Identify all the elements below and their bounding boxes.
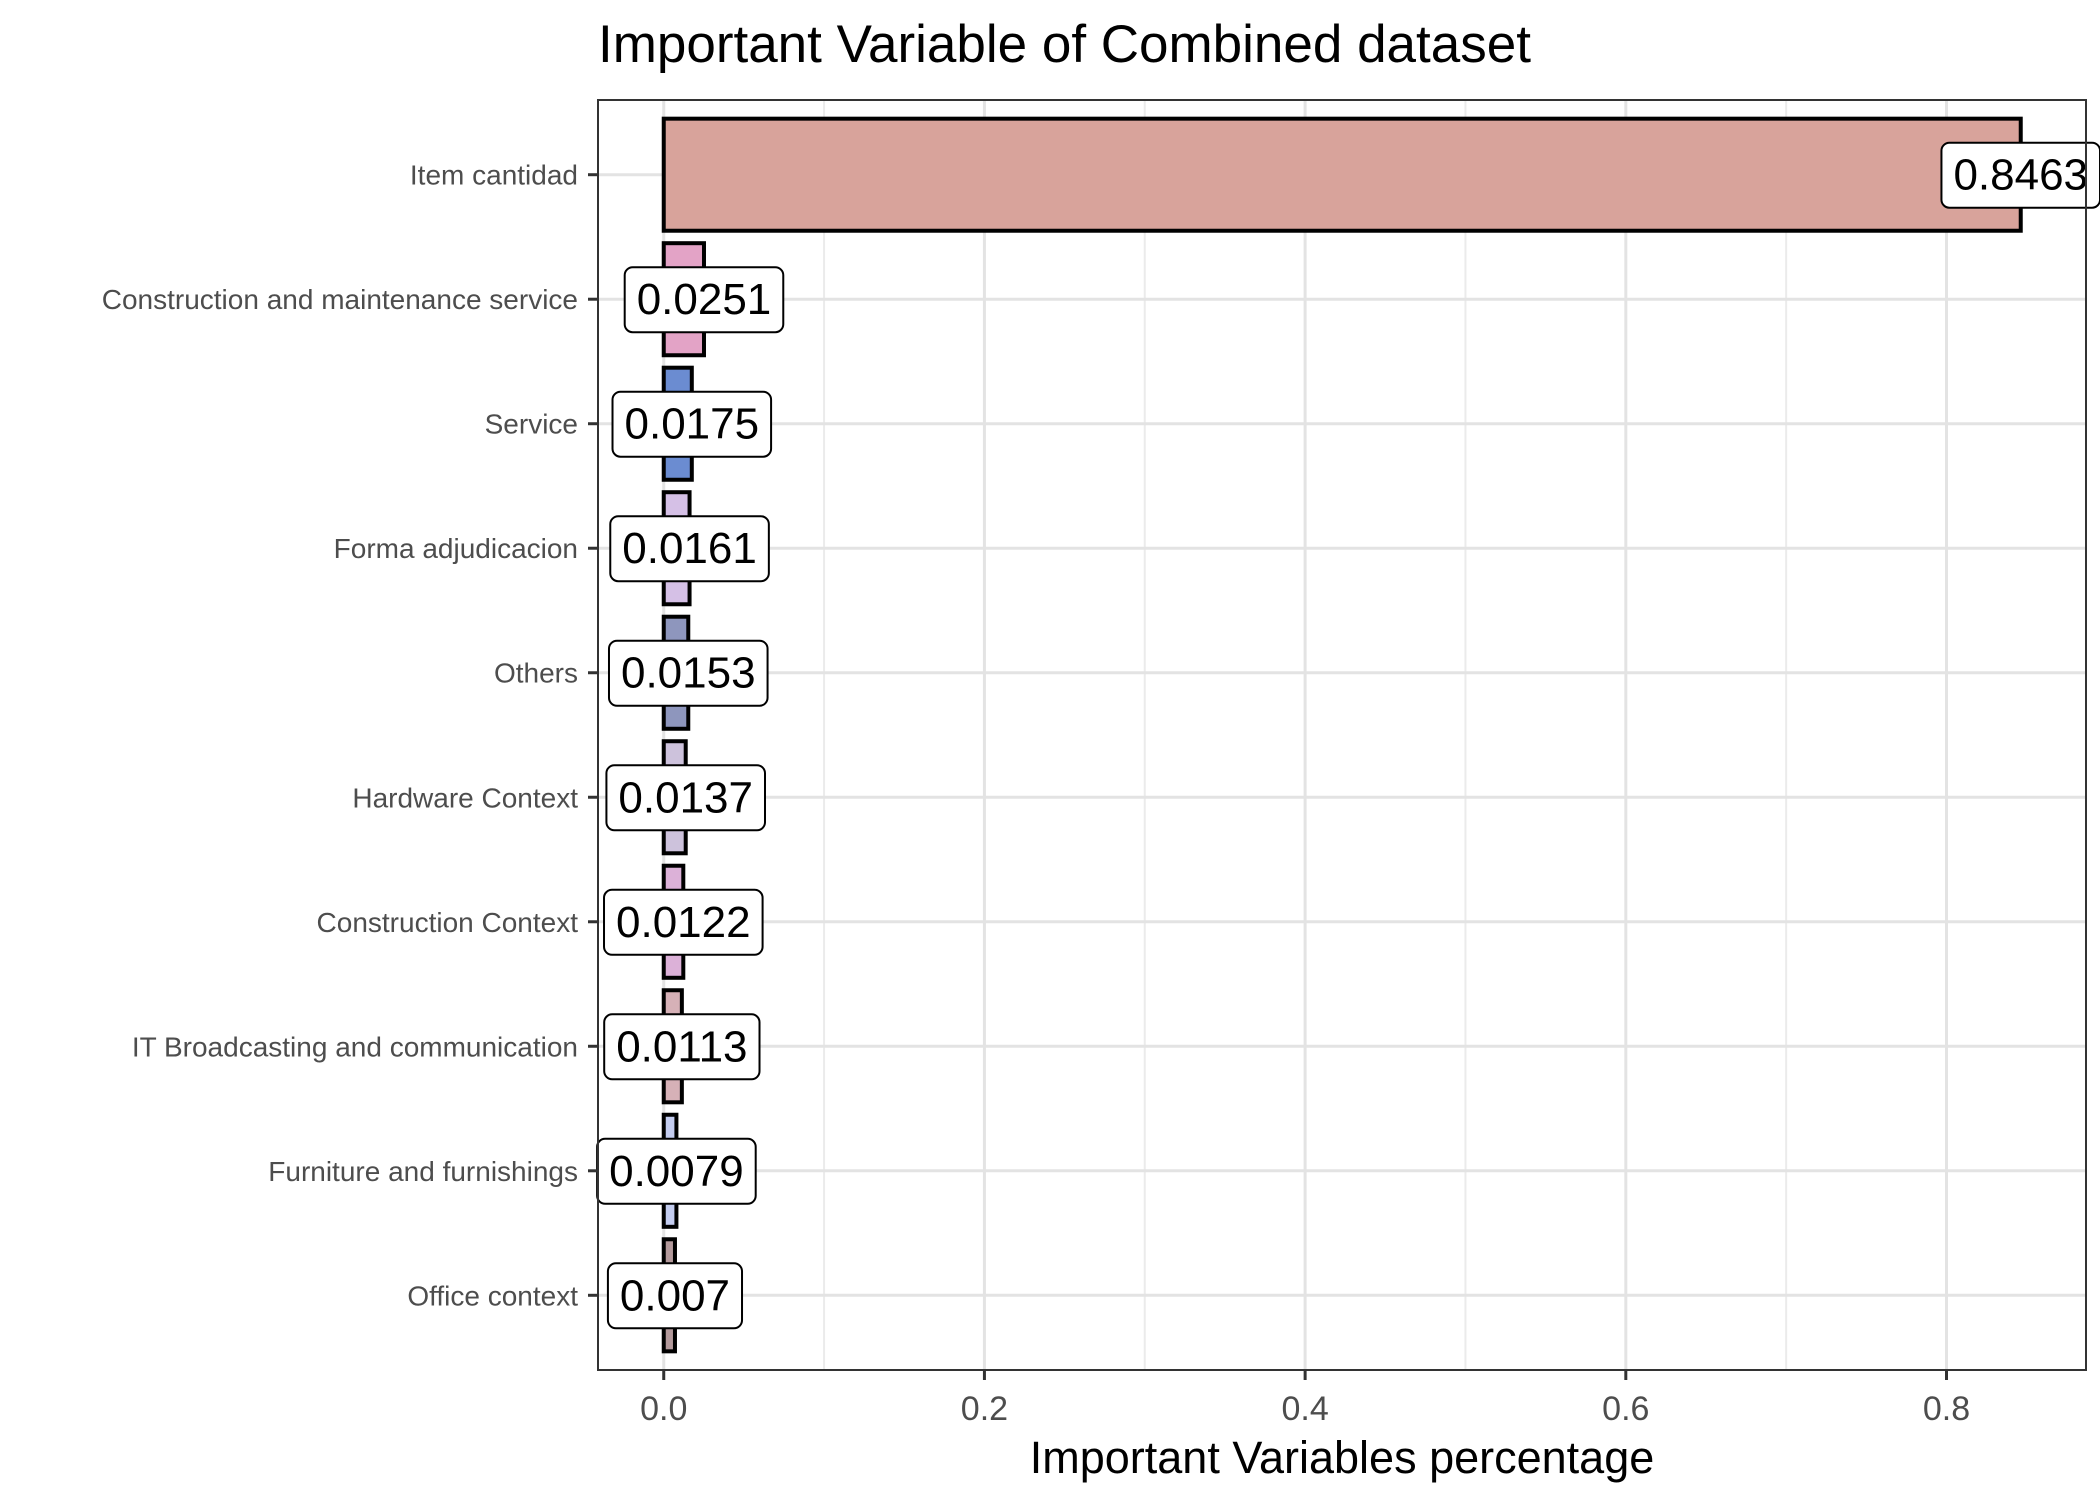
grid-lines xyxy=(598,100,2086,1370)
y-tick-label: Construction and maintenance service xyxy=(102,284,578,315)
y-tick-label: Others xyxy=(494,658,578,689)
data-label-text: 0.8463 xyxy=(1953,151,2088,200)
data-label-box xyxy=(609,515,770,583)
data-label-box xyxy=(605,764,766,832)
y-tick-label: IT Broadcasting and communication xyxy=(132,1031,578,1062)
data-label-text: 0.007 xyxy=(620,1271,730,1320)
data-label: 0.0113 xyxy=(603,1013,761,1081)
data-label-box xyxy=(1940,141,2100,209)
y-tick-label: Construction Context xyxy=(317,907,579,938)
x-tick-label: 0.6 xyxy=(1602,1390,1649,1428)
data-label: 0.0137 xyxy=(605,764,766,832)
x-axis-title: Important Variables percentage xyxy=(1030,1432,1655,1483)
x-tick-label: 0.2 xyxy=(961,1390,1008,1428)
data-label: 0.0153 xyxy=(607,639,769,707)
y-tick-label: Item cantidad xyxy=(410,160,578,191)
data-label-text: 0.0251 xyxy=(637,275,772,324)
y-axis: Item cantidad Construction and maintenanc… xyxy=(102,160,598,1311)
y-tick-label: Office context xyxy=(407,1280,578,1311)
x-tick-label: 0.4 xyxy=(1281,1390,1328,1428)
data-labels-group: 0.8463 0.0251 0.0175 0.0161 0.0153 0.0137 0.01… xyxy=(596,141,2100,1330)
data-label-text: 0.0153 xyxy=(621,649,756,698)
y-tick-label: Furniture and furnishings xyxy=(268,1156,578,1187)
data-label-text: 0.0137 xyxy=(618,773,753,822)
data-label-text: 0.0161 xyxy=(622,524,757,573)
data-label-text: 0.0079 xyxy=(609,1147,744,1196)
y-tick-label: Service xyxy=(485,409,578,440)
data-label: 0.0161 xyxy=(609,515,770,583)
data-label-text: 0.0175 xyxy=(625,400,760,449)
data-label: 0.8463 xyxy=(1940,141,2100,209)
data-label-box xyxy=(603,1013,761,1081)
data-label: 0.007 xyxy=(606,1262,744,1330)
x-tick-label: 0.0 xyxy=(640,1390,687,1428)
x-axis: 0.0 0.2 0.4 0.6 0.8 xyxy=(640,1370,1970,1428)
chart-title: Important Variable of Combined dataset xyxy=(598,15,1531,74)
x-tick-label: 0.8 xyxy=(1923,1390,1970,1428)
data-label-box xyxy=(611,390,773,458)
data-label-box xyxy=(623,266,785,334)
data-label: 0.0175 xyxy=(611,390,773,458)
plot-panel xyxy=(598,100,2086,1370)
data-label-text: 0.0122 xyxy=(616,898,751,947)
y-tick-label: Forma adjudicacion xyxy=(334,533,578,564)
data-label-box xyxy=(607,639,769,707)
data-label: 0.0122 xyxy=(603,888,764,956)
data-label-text: 0.0113 xyxy=(616,1022,747,1071)
bar xyxy=(661,116,2023,233)
data-label: 0.0079 xyxy=(596,1137,757,1205)
y-tick-label: Hardware Context xyxy=(352,782,578,813)
data-label-box xyxy=(603,888,764,956)
data-label-box xyxy=(606,1262,744,1330)
plot-panel-border xyxy=(597,99,2087,1371)
data-label: 0.0251 xyxy=(623,266,785,334)
